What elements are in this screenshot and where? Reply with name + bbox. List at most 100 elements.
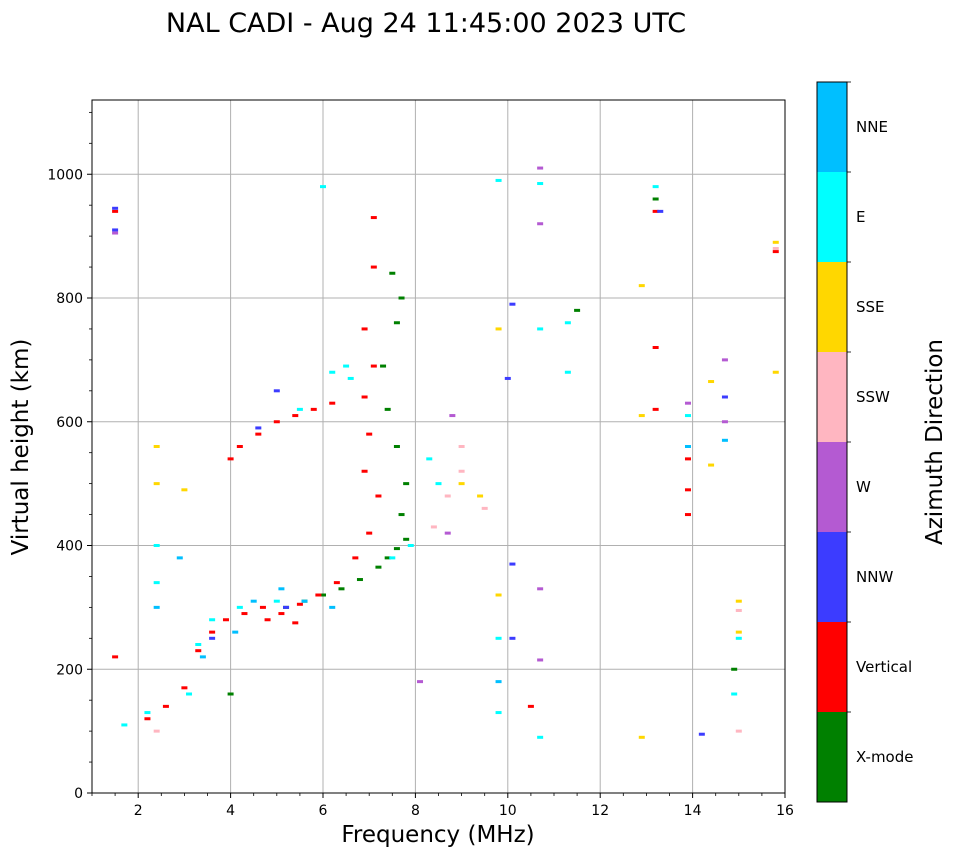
echo-point-vertical: [684, 488, 691, 492]
colorbar-label: NNW: [856, 568, 893, 586]
echo-point-sse: [735, 630, 742, 634]
echo-point-vertical: [144, 717, 151, 721]
echo-point-x-mode: [356, 578, 363, 582]
echo-point-e: [495, 178, 502, 182]
echo-point-ssw: [153, 729, 160, 733]
echo-point-vertical: [162, 704, 169, 708]
echo-point-vertical: [264, 618, 271, 622]
echo-point-x-mode: [403, 537, 410, 541]
echo-point-vertical: [370, 216, 377, 220]
echo-point-x-mode: [375, 565, 382, 569]
echo-point-nnw: [283, 605, 290, 609]
echo-point-vertical: [361, 395, 368, 399]
echo-point-ssw: [430, 525, 437, 529]
echo-point-x-mode: [338, 587, 345, 591]
echo-point-vertical: [329, 401, 336, 405]
echo-point-e: [652, 185, 659, 189]
echo-point-vertical: [361, 469, 368, 473]
echo-point-e: [195, 643, 202, 646]
echo-point-sse: [735, 599, 742, 603]
echo-point-e: [236, 605, 243, 609]
echo-point-vertical: [112, 209, 119, 213]
echo-point-x-mode: [384, 407, 391, 411]
echo-point-w: [684, 401, 691, 405]
echo-point-vertical: [278, 612, 285, 616]
echo-point-nnw: [509, 302, 516, 306]
echo-point-vertical: [352, 556, 359, 560]
echo-point-e: [495, 711, 502, 715]
echo-point-nnw: [112, 206, 119, 210]
echo-point-sse: [477, 494, 484, 498]
echo-point-nnw: [112, 228, 119, 232]
echo-point-ssw: [481, 506, 488, 510]
y-tick-label: 0: [74, 786, 83, 802]
echo-point-e: [296, 407, 303, 411]
x-tick-label: 4: [226, 803, 235, 819]
colorbar-segment: [817, 82, 847, 172]
colorbar-label: W: [856, 478, 871, 496]
echo-point-nne: [278, 587, 285, 591]
echo-point-nne: [495, 680, 502, 684]
echo-point-nnw: [209, 636, 216, 640]
echo-point-vertical: [652, 346, 659, 349]
echo-point-x-mode: [393, 547, 400, 551]
colorbar-label: SSW: [856, 388, 890, 406]
echo-point-nnw: [698, 732, 705, 736]
echo-point-e: [389, 556, 396, 560]
colorbar-segment: [817, 622, 847, 712]
echo-point-vertical: [333, 581, 340, 585]
y-tick-label: 600: [56, 415, 83, 431]
echo-point-e: [144, 711, 151, 715]
echo-point-vertical: [273, 420, 280, 424]
echo-point-w: [444, 531, 451, 535]
x-tick-label: 2: [134, 803, 143, 819]
echo-point-nnw: [273, 389, 280, 393]
echo-point-e: [537, 182, 544, 186]
colorbar-label: Vertical: [856, 658, 912, 676]
echo-point-e: [564, 370, 571, 374]
echo-point-w: [537, 658, 544, 662]
echo-point-sse: [153, 482, 160, 486]
echo-point-vertical: [292, 621, 299, 625]
echo-point-nne: [329, 605, 336, 609]
x-tick-label: 6: [319, 803, 328, 819]
echo-point-vertical: [259, 605, 266, 609]
echo-point-w: [537, 587, 544, 591]
echo-point-x-mode: [320, 593, 326, 597]
echo-point-e: [209, 618, 216, 622]
echo-point-x-mode: [652, 197, 659, 201]
echo-point-nnw: [509, 562, 516, 566]
echo-point-e: [273, 599, 280, 603]
echo-point-ssw: [458, 445, 465, 448]
echo-point-e: [537, 327, 544, 331]
echo-point-sse: [181, 488, 188, 492]
colorbar: X-mode Vertical NNW W SSW SSE E NNE: [816, 81, 913, 803]
echo-point-nne: [684, 445, 691, 448]
echo-point-e: [435, 482, 442, 486]
grid: [92, 100, 786, 794]
echo-point-vertical: [652, 209, 659, 213]
echo-point-vertical: [236, 445, 243, 448]
data-marks: [112, 166, 779, 739]
echo-point-vertical: [684, 457, 691, 461]
echo-point-x-mode: [389, 271, 396, 275]
x-tick-label: 14: [684, 803, 702, 819]
echo-point-nne: [721, 438, 728, 442]
echo-point-vertical: [227, 457, 234, 461]
colorbar-label: X-mode: [856, 748, 913, 766]
echo-point-x-mode: [403, 482, 410, 486]
y-tick-label: 800: [56, 291, 83, 307]
echo-point-nnw: [657, 209, 664, 213]
echo-point-e: [186, 692, 193, 696]
y-tick-label: 1000: [47, 167, 83, 183]
echo-point-vertical: [315, 593, 322, 597]
echo-point-w: [721, 358, 728, 362]
echo-point-ssw: [772, 247, 779, 250]
chart-title: NAL CADI - Aug 24 11:45:00 2023 UTC: [166, 8, 686, 39]
echo-point-nne: [250, 599, 257, 603]
echo-point-vertical: [222, 618, 229, 622]
echo-point-nnw: [255, 426, 262, 430]
echo-point-vertical: [375, 494, 382, 498]
echo-point-x-mode: [380, 364, 387, 368]
